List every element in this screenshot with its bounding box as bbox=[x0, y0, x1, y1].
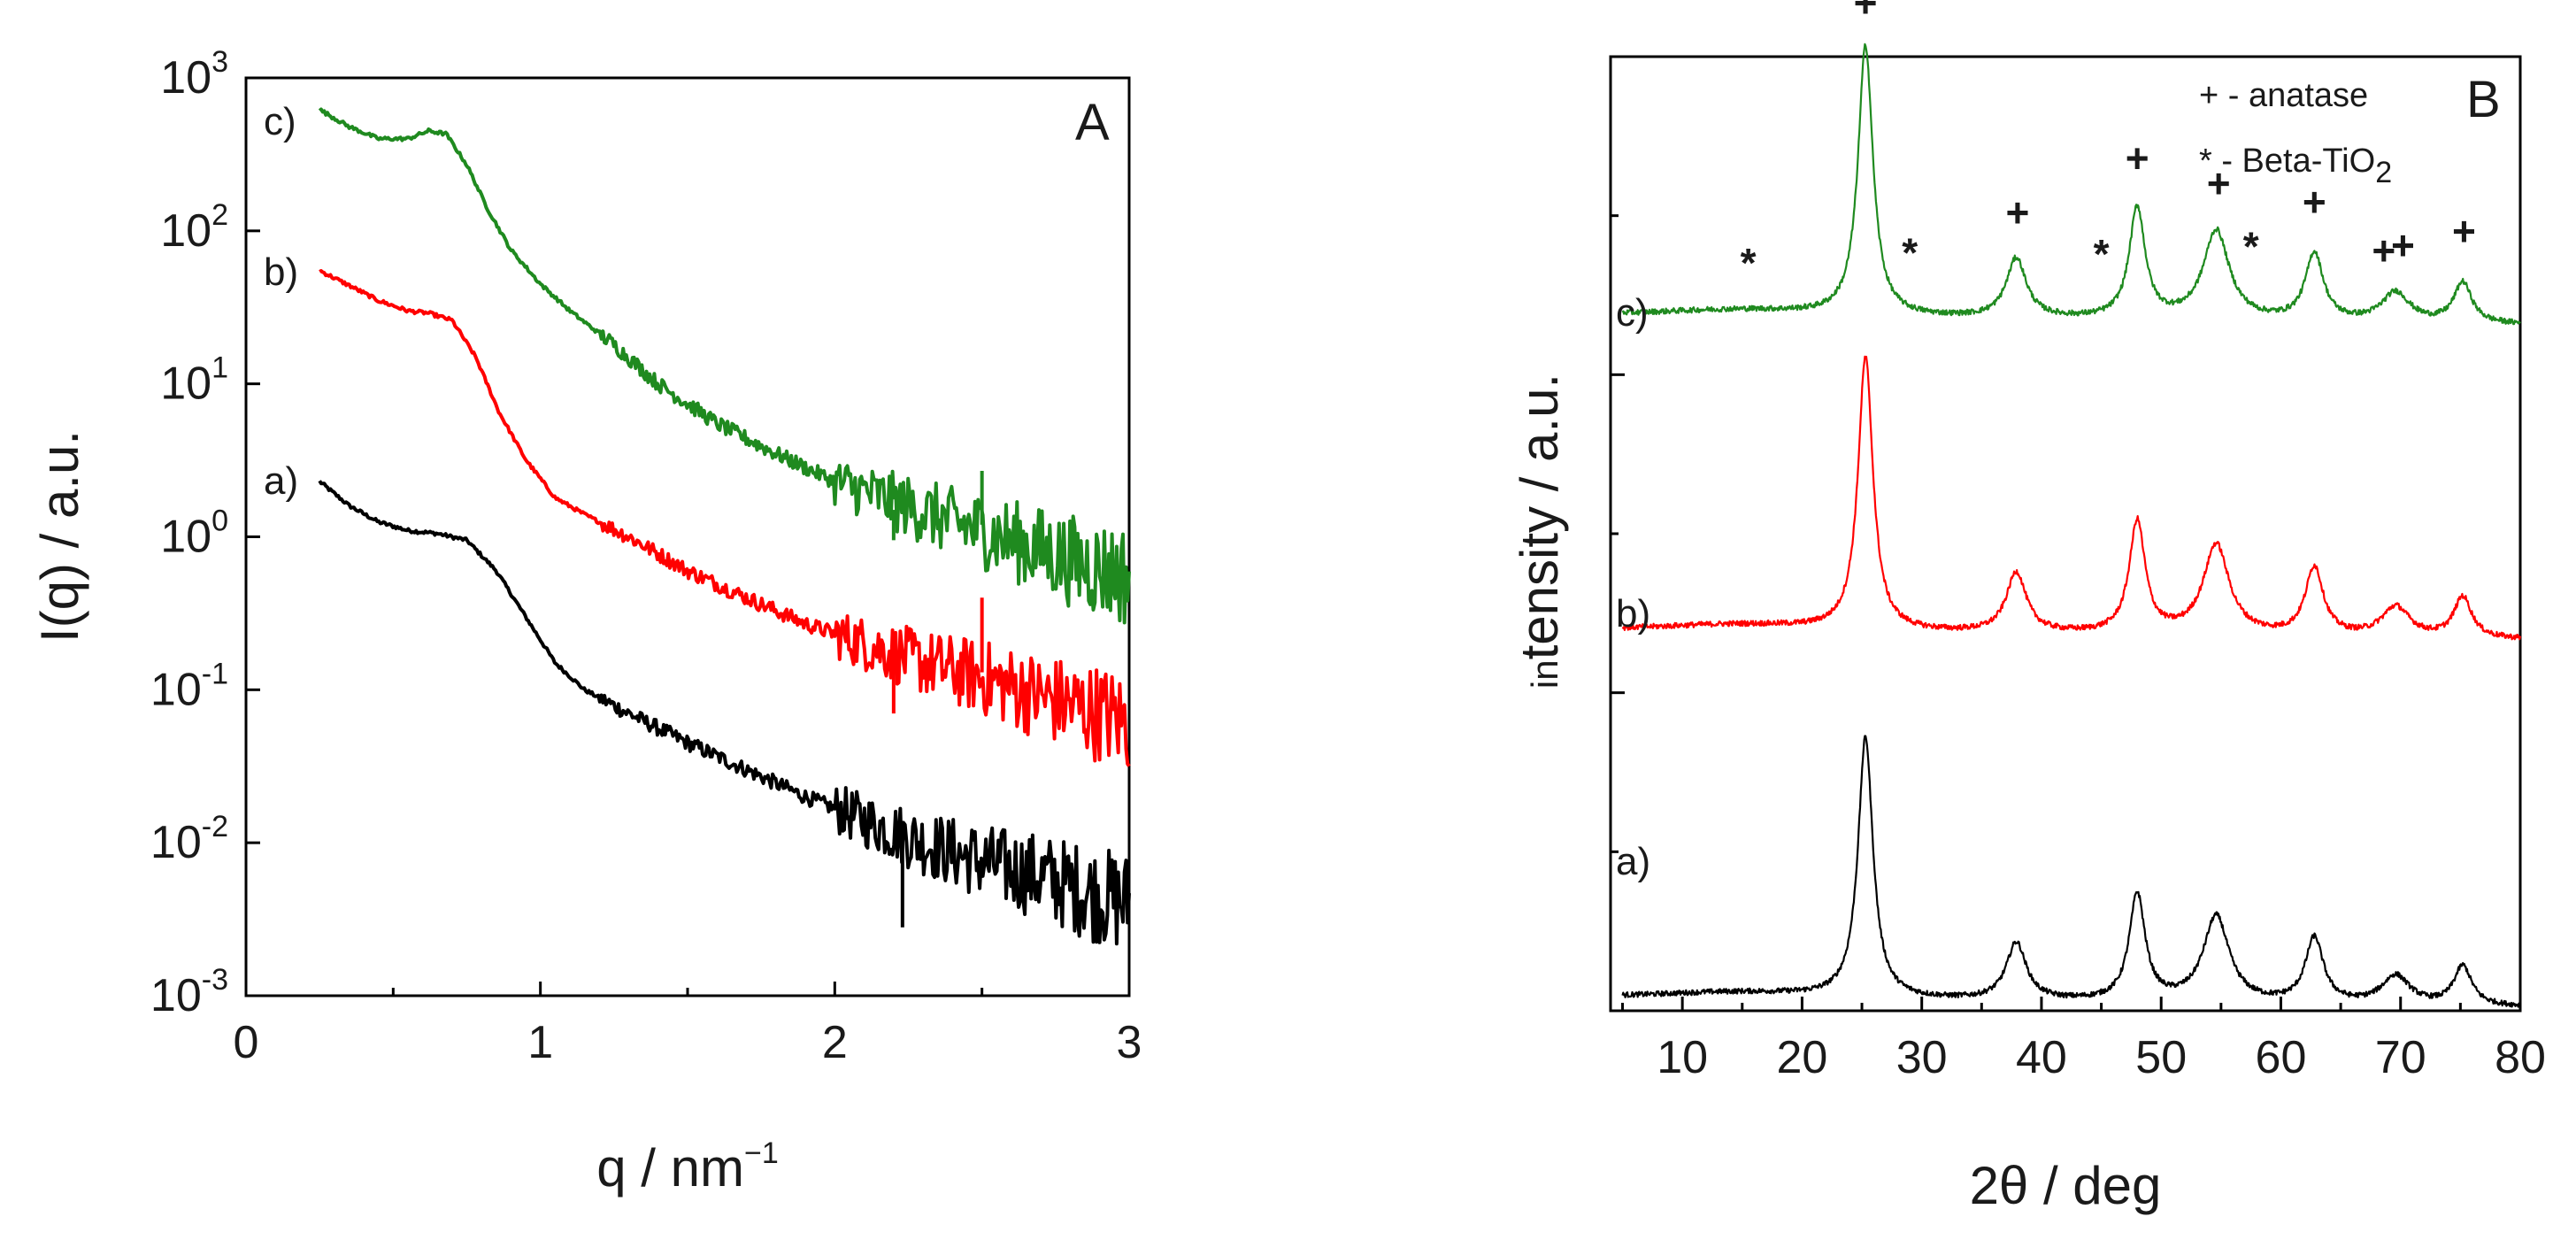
y-tick-label: 100 bbox=[160, 504, 228, 563]
x-tick-label: 2 bbox=[822, 1017, 848, 1068]
panel-b-label-c: c) bbox=[1616, 291, 1649, 335]
x-tick-label: 40 bbox=[2016, 1032, 2067, 1083]
beta-tio2-marker: * bbox=[2094, 231, 2110, 277]
xrd-pattern-c bbox=[1621, 42, 2521, 326]
y-tick-label: 10-2 bbox=[150, 810, 228, 868]
panel-b-xrd-plot: 10 20 30 40 50 60 70 80 ++++ +++ +* * * * B + - anat… bbox=[1510, 0, 2546, 1215]
anatase-marker: + bbox=[2391, 222, 2415, 268]
xrd-pattern-a bbox=[1621, 735, 2522, 1008]
x-tick-label: 20 bbox=[1776, 1032, 1827, 1083]
y-tick-label: 101 bbox=[160, 351, 228, 410]
x-tick-label: 60 bbox=[2256, 1032, 2307, 1083]
panel-b-legend: + - anatase * - Beta-TiO2 bbox=[2199, 77, 2392, 189]
beta-tio2-marker: * bbox=[2243, 223, 2259, 269]
series-line-a bbox=[318, 480, 1131, 946]
panel-b-series bbox=[1621, 42, 2522, 1008]
panel-a-label-a: a) bbox=[264, 459, 298, 503]
series-line-c bbox=[318, 107, 1131, 625]
legend-anatase: + - anatase bbox=[2199, 77, 2368, 114]
y-tick-label: 10-1 bbox=[150, 657, 228, 715]
anatase-marker: + bbox=[2452, 208, 2476, 254]
panel-b-ticks: 10 20 30 40 50 60 70 80 bbox=[1611, 214, 2546, 1083]
beta-tio2-marker: * bbox=[1741, 240, 1757, 286]
panel-a-series bbox=[318, 107, 1131, 946]
x-tick-label: 50 bbox=[2135, 1032, 2187, 1083]
panel-b-peak-markers: ++++ +++ +* * * * bbox=[1741, 0, 2476, 286]
panel-a-x-axis-title: q / nm−1 bbox=[596, 1136, 779, 1198]
legend-beta-tio2: * - Beta-TiO2 bbox=[2199, 142, 2392, 189]
panel-b-letter: B bbox=[2466, 71, 2501, 128]
x-tick-label: 1 bbox=[527, 1017, 553, 1068]
anatase-marker: + bbox=[2372, 227, 2395, 273]
panel-b-label-b: b) bbox=[1616, 592, 1650, 635]
panel-a-letter: A bbox=[1075, 94, 1110, 151]
x-tick-label: 80 bbox=[2495, 1032, 2546, 1083]
x-tick-label: 70 bbox=[2375, 1032, 2426, 1083]
panel-a-label-b: b) bbox=[264, 250, 298, 294]
x-tick-label: 10 bbox=[1657, 1032, 1708, 1083]
y-tick-label: 102 bbox=[160, 198, 228, 257]
x-tick-label: 0 bbox=[234, 1017, 259, 1068]
y-tick-label: 103 bbox=[160, 45, 228, 104]
anatase-marker: + bbox=[2303, 179, 2326, 225]
series-line-b bbox=[319, 269, 1131, 767]
anatase-marker: + bbox=[2207, 160, 2231, 206]
beta-tio2-marker: * bbox=[1902, 230, 1918, 276]
anatase-marker: + bbox=[1854, 0, 1878, 26]
x-tick-label: 3 bbox=[1117, 1017, 1142, 1068]
panel-b-x-axis-title: 2θ / deg bbox=[1970, 1156, 2162, 1215]
anatase-marker: + bbox=[2005, 189, 2029, 235]
panel-b-y-axis-title: intensity / a.u. bbox=[1510, 374, 1569, 689]
panel-a-y-axis-title: I(q) / a.u. bbox=[30, 430, 89, 643]
x-tick-label: 30 bbox=[1896, 1032, 1948, 1083]
y-tick-label: 10-3 bbox=[150, 963, 228, 1021]
panel-a-ticks: 0 1 2 3 10-3 10-2 10-1 100 101 102 103 bbox=[150, 45, 1142, 1068]
xrd-pattern-b bbox=[1621, 355, 2522, 641]
anatase-marker: + bbox=[2126, 135, 2149, 181]
panel-a-label-c: c) bbox=[264, 100, 296, 143]
panel-b-label-a: a) bbox=[1616, 840, 1650, 883]
panel-b-frame bbox=[1609, 55, 2522, 1013]
